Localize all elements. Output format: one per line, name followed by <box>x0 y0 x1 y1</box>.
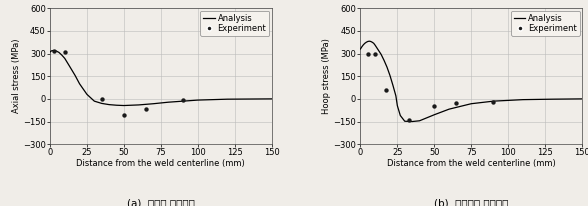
Point <box>119 114 129 117</box>
Y-axis label: Hoop stress (MPa): Hoop stress (MPa) <box>322 38 331 114</box>
Point <box>50 49 59 52</box>
Point <box>141 107 151 110</box>
X-axis label: Distance from the weld centerline (mm): Distance from the weld centerline (mm) <box>76 159 245 169</box>
X-axis label: Distance from the weld centerline (mm): Distance from the weld centerline (mm) <box>387 159 556 169</box>
Point <box>489 100 498 104</box>
Point <box>370 53 380 56</box>
Point <box>430 105 439 108</box>
Point <box>452 102 461 105</box>
Legend: Analysis, Experiment: Analysis, Experiment <box>201 11 269 36</box>
Point <box>381 88 390 91</box>
Point <box>405 118 414 122</box>
Text: (b)  원주방향 잔류응력: (b) 원주방향 잔류응력 <box>434 199 509 206</box>
Legend: Analysis, Experiment: Analysis, Experiment <box>511 11 580 36</box>
Point <box>60 50 69 54</box>
Point <box>97 97 106 101</box>
Point <box>178 99 188 102</box>
Text: (a)  축방향 잔류응력: (a) 축방향 잔류응력 <box>127 199 195 206</box>
Point <box>363 52 372 55</box>
Y-axis label: Axial stress (MPa): Axial stress (MPa) <box>12 39 21 114</box>
